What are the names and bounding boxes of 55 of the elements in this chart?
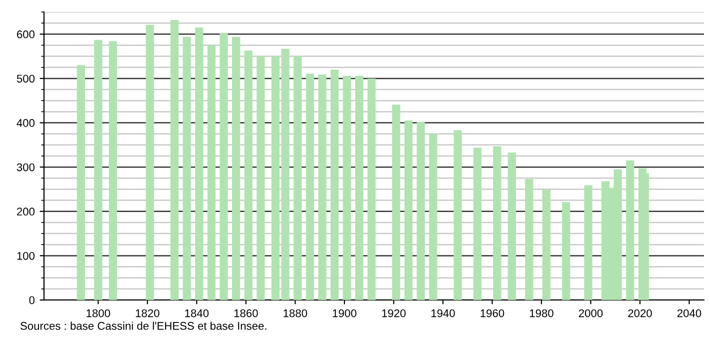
bar <box>330 70 339 300</box>
bar <box>232 36 240 300</box>
bar <box>454 130 462 300</box>
x-tick-label: 1860 <box>234 309 258 318</box>
y-tick-label: 600 <box>17 30 35 38</box>
bar <box>429 134 438 300</box>
x-tick-label: 1960 <box>480 309 504 318</box>
x-tick-label: 1800 <box>86 309 110 318</box>
bar <box>342 76 351 300</box>
bar <box>220 32 228 300</box>
bar <box>182 36 191 300</box>
bar <box>525 179 534 300</box>
x-tick-label: 1900 <box>332 309 356 318</box>
x-tick-label: 1980 <box>530 309 554 318</box>
y-tick-label: 400 <box>16 119 35 127</box>
y-tick-label: 0 <box>29 296 35 304</box>
bar <box>281 48 290 300</box>
bar <box>626 160 634 300</box>
bar <box>207 44 216 300</box>
bar <box>355 76 364 300</box>
bar <box>416 122 425 300</box>
bar <box>244 50 252 300</box>
x-tick-label: 1920 <box>382 309 406 318</box>
bar <box>404 120 413 300</box>
y-tick-label: 100 <box>17 252 35 260</box>
bar <box>271 56 280 300</box>
x-tick-label: 1940 <box>431 309 455 318</box>
x-tick-label: 1820 <box>136 309 160 318</box>
bar <box>542 190 550 300</box>
bar <box>493 146 502 300</box>
x-tick-label: 2040 <box>677 309 702 318</box>
bar <box>170 20 179 300</box>
x-tick-label: 1840 <box>185 309 209 318</box>
bar <box>562 202 570 300</box>
bar <box>584 185 592 300</box>
bar <box>392 104 400 300</box>
bar <box>294 56 302 300</box>
bar <box>146 24 154 300</box>
x-tick-label: 1880 <box>284 309 308 318</box>
bar <box>508 152 516 300</box>
source-note: Sources : base Cassini de l'EHESS et base Insee. <box>20 322 266 330</box>
y-tick-label: 200 <box>16 208 35 216</box>
bar <box>195 28 204 300</box>
bar <box>318 74 326 300</box>
x-tick-label: 2000 <box>578 309 603 318</box>
y-tick-label: 300 <box>16 163 35 172</box>
bar <box>367 78 376 300</box>
bar <box>306 74 314 300</box>
y-tick-label: 500 <box>16 74 35 83</box>
bar <box>94 40 102 300</box>
x-tick-label: 2020 <box>628 309 652 318</box>
bar <box>473 148 482 300</box>
bar <box>256 56 265 300</box>
bar <box>108 41 118 300</box>
bar <box>76 65 86 300</box>
